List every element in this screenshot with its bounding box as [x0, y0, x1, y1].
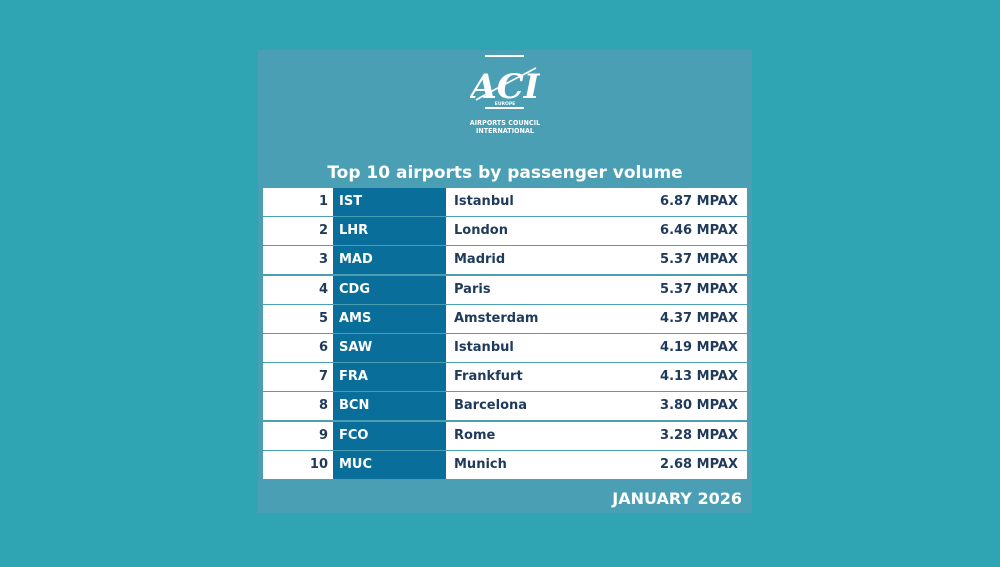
rank-cell: 10: [309, 456, 328, 472]
volume-cell: 5.37 MPAX: [660, 252, 738, 268]
volume-cell: 4.19 MPAX: [660, 339, 738, 355]
city-cell: Paris: [454, 281, 491, 297]
city-cell: Amsterdam: [454, 310, 539, 326]
ranking-table: 1 IST Istanbul 6.87 MPAX 2 LHR London 6.…: [263, 188, 747, 480]
city-cell: London: [454, 223, 508, 239]
volume-cell: 4.13 MPAX: [660, 369, 738, 385]
volume-cell: 6.46 MPAX: [660, 223, 738, 239]
infographic-card: ACI EUROPE AIRPORTS COUNCIL INTERNATIONA…: [258, 50, 752, 513]
city-cell: Madrid: [454, 252, 506, 268]
airport-code: BCN: [339, 398, 370, 414]
city-cell: Istanbul: [454, 339, 514, 355]
rank-cell: 3: [318, 252, 328, 268]
volume-cell: 5.37 MPAX: [660, 281, 738, 297]
table-row: 1 IST Istanbul 6.87 MPAX: [263, 188, 747, 216]
volume-cell: 3.28 MPAX: [660, 427, 738, 443]
table-row: 4 CDG Paris 5.37 MPAX: [263, 275, 747, 304]
city-cell: Rome: [454, 427, 496, 443]
table-row: 5 AMS Amsterdam 4.37 MPAX: [263, 304, 747, 333]
city-cell: Munich: [454, 456, 507, 472]
aci-europe-logo: ACI EUROPE AIRPORTS COUNCIL INTERNATIONA…: [258, 54, 752, 140]
volume-cell: 6.87 MPAX: [660, 194, 738, 209]
table-row: 3 MAD Madrid 5.37 MPAX: [263, 246, 747, 275]
table-row: 7 FRA Frankfurt 4.13 MPAX: [263, 363, 747, 392]
airport-code-cell: MUC: [333, 450, 446, 479]
rank-cell: 8: [318, 398, 328, 414]
airport-code: MAD: [339, 252, 373, 268]
airport-code: FCO: [339, 427, 369, 443]
table-row: 6 SAW Istanbul 4.19 MPAX: [263, 333, 747, 362]
city-cell: Barcelona: [454, 398, 528, 414]
airport-code-cell: CDG: [333, 275, 446, 304]
aci-logo-mark: ACI EUROPE: [470, 55, 540, 109]
rank-cell: 5: [318, 310, 328, 326]
airport-code: LHR: [339, 223, 369, 239]
volume-cell: 3.80 MPAX: [660, 398, 738, 414]
airport-code-cell: SAW: [333, 333, 446, 362]
airport-code-cell: BCN: [333, 392, 446, 421]
volume-cell: 2.68 MPAX: [660, 456, 738, 472]
report-date: JANUARY 2026: [612, 489, 742, 508]
airport-code-cell: MAD: [333, 246, 446, 275]
table-row: 9 FCO Rome 3.28 MPAX: [263, 421, 747, 450]
page-title: Top 10 airports by passenger volume: [327, 163, 683, 183]
rank-cell: 9: [318, 427, 328, 443]
city-cell: Istanbul: [454, 194, 514, 209]
airport-code: IST: [339, 194, 363, 209]
rank-cell: 7: [318, 369, 328, 385]
logo-letters: ACI: [470, 67, 540, 107]
rank-cell: 4: [318, 281, 328, 297]
airport-code: MUC: [339, 456, 373, 472]
airport-code-cell: IST: [333, 188, 446, 216]
airport-code-cell: AMS: [333, 304, 446, 333]
table-row: 8 BCN Barcelona 3.80 MPAX: [263, 392, 747, 421]
logo-region: EUROPE: [495, 101, 515, 107]
logo-line-2: INTERNATIONAL: [475, 127, 535, 135]
city-cell: Frankfurt: [454, 369, 523, 385]
airport-code: AMS: [339, 310, 372, 326]
rank-cell: 6: [318, 339, 328, 355]
airport-code: CDG: [339, 281, 371, 297]
volume-cell: 4.37 MPAX: [660, 310, 738, 326]
airport-code-cell: FRA: [333, 363, 446, 392]
airport-code: FRA: [339, 369, 368, 385]
airport-code-cell: FCO: [333, 421, 446, 450]
rank-cell: 2: [318, 223, 328, 239]
airport-code-cell: LHR: [333, 217, 446, 246]
rank-cell: 1: [318, 194, 328, 209]
airport-code: SAW: [339, 339, 373, 355]
table-row: 10 MUC Munich 2.68 MPAX: [263, 450, 747, 479]
logo-line-1: AIRPORTS COUNCIL: [469, 119, 541, 127]
table-row: 2 LHR London 6.46 MPAX: [263, 217, 747, 246]
